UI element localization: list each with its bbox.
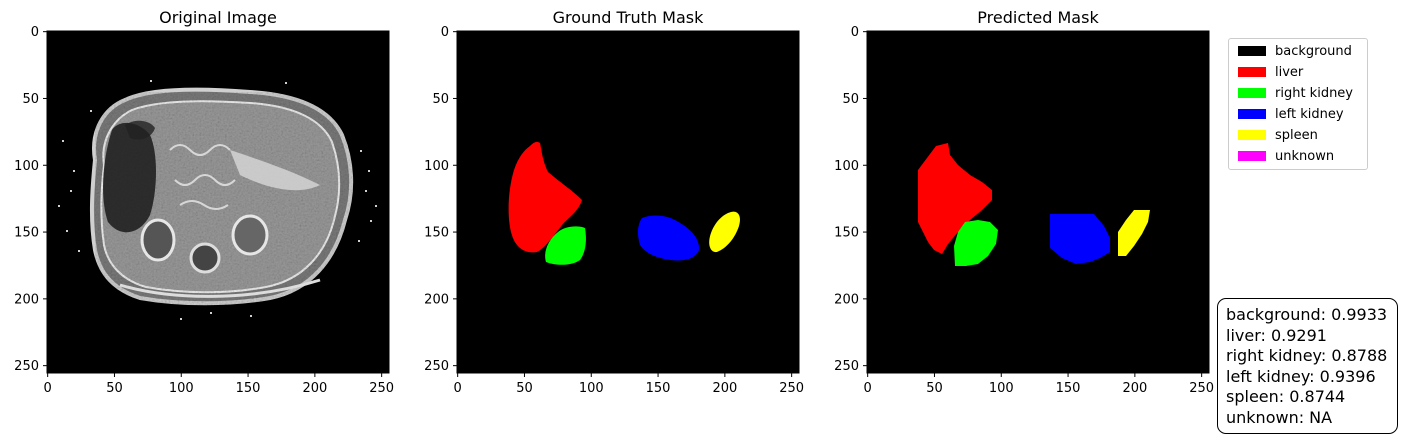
legend-swatch-liver (1238, 66, 1266, 77)
panel-title-ground-truth: Ground Truth Mask (553, 8, 705, 27)
right-kidney-structure (231, 214, 269, 256)
x-tick-label: 50 (106, 381, 123, 396)
gt-right-kidney (545, 226, 586, 265)
x-tick-label: 50 (926, 381, 943, 396)
y-tick-label: 50 (432, 92, 449, 107)
x-tick-label: 0 (44, 381, 52, 396)
y-tick-label: 200 (424, 292, 449, 307)
y-tick-label: 250 (424, 359, 449, 374)
legend-label: liver (1275, 65, 1304, 80)
x-tick-label: 250 (1189, 381, 1214, 396)
legend-label: unknown (1275, 149, 1335, 164)
x-tick-label: 200 (1122, 381, 1147, 396)
legend-label: right kidney (1275, 86, 1353, 101)
x-tick-label: 0 (454, 381, 462, 396)
dice-score-box: background: 0.9933 liver: 0.9291 right k… (1217, 298, 1398, 434)
panel-title-original: Original Image (159, 8, 277, 27)
x-tick-label: 150 (646, 381, 671, 396)
dark-liver-region (103, 122, 156, 233)
x-tick-label: 0 (864, 381, 872, 396)
y-tick-label: 0 (31, 25, 39, 40)
legend-item-left-kidney: left kidney (1238, 108, 1344, 122)
left-kidney-structure (140, 218, 176, 262)
legend-swatch-background (1238, 45, 1266, 56)
dice-score-liver: liver: 0.9291 (1226, 325, 1327, 345)
legend-swatch-unknown (1238, 150, 1266, 161)
y-tick-label: 250 (834, 359, 859, 374)
legend-item-background: background (1238, 45, 1352, 59)
lower-body-wall (119, 278, 321, 298)
original-image-panel (47, 31, 389, 373)
x-tick-label: 50 (516, 381, 533, 396)
pred-right-kidney (954, 220, 998, 266)
legend-item-unknown: unknown (1238, 150, 1334, 164)
dice-score-background: background: 0.9933 (1226, 305, 1388, 324)
pred-spleen (1118, 210, 1150, 256)
legend-swatch-spleen (1238, 129, 1266, 140)
bright-band (230, 150, 320, 191)
legend-label: left kidney (1275, 107, 1344, 122)
gt-left-kidney (637, 215, 700, 261)
legend-item-spleen: spleen (1238, 129, 1318, 143)
x-tick-label: 100 (169, 381, 194, 396)
legend-item-right-kidney: right kidney (1238, 87, 1353, 101)
axes-frame-original (46, 30, 390, 374)
pred-liver (918, 143, 992, 254)
dice-score-right-kidney: right kidney: 0.8788 (1226, 346, 1388, 365)
y-tick-label: 250 (14, 359, 39, 374)
y-tick-label: 50 (22, 92, 39, 107)
gt-liver (508, 141, 582, 253)
y-tick-label: 100 (424, 159, 449, 174)
pred-left-kidney (1050, 214, 1110, 264)
y-tick-label: 50 (842, 92, 859, 107)
legend-item-liver: liver (1238, 66, 1303, 80)
dice-score-unknown: unknown: NA (1226, 407, 1333, 427)
legend: background liver right kidney left kidne… (1228, 38, 1368, 170)
x-tick-label: 100 (989, 381, 1014, 396)
axis-ticks: 0 50 100 150 200 250 0 50 100 150 200 250 0 50 100 150 2… (14, 25, 1214, 396)
axes-frame-ground-truth (456, 30, 800, 374)
y-tick-label: 100 (14, 159, 39, 174)
legend-swatch-left-kidney (1238, 108, 1266, 119)
y-tick-label: 0 (851, 25, 859, 40)
x-tick-label: 150 (1056, 381, 1081, 396)
dark-region-upper (125, 120, 155, 140)
predicted-panel (867, 31, 1209, 373)
x-tick-label: 250 (369, 381, 394, 396)
ground-truth-panel (457, 31, 799, 373)
spine-structure (189, 242, 221, 274)
y-tick-label: 150 (834, 226, 859, 241)
axes-frame-predicted (866, 30, 1210, 374)
y-tick-label: 200 (834, 292, 859, 307)
x-tick-label: 200 (302, 381, 327, 396)
x-tick-label: 250 (779, 381, 804, 396)
panel-title-predicted: Predicted Mask (977, 8, 1099, 27)
legend-label: background (1275, 44, 1352, 59)
dice-score-left-kidney: left kidney: 0.9396 (1226, 366, 1376, 386)
y-tick-label: 200 (14, 292, 39, 307)
gt-spleen (709, 211, 741, 253)
x-tick-label: 100 (579, 381, 604, 396)
dice-score-spleen: spleen: 0.8744 (1226, 387, 1346, 406)
y-tick-label: 100 (834, 159, 859, 174)
x-tick-label: 200 (712, 381, 737, 396)
legend-swatch-right-kidney (1238, 87, 1266, 98)
gut-loops (169, 144, 236, 210)
x-tick-label: 150 (236, 381, 261, 396)
y-tick-label: 0 (441, 25, 449, 40)
legend-label: spleen (1275, 128, 1318, 143)
y-tick-label: 150 (14, 226, 39, 241)
noise-dots (58, 80, 377, 320)
y-tick-label: 150 (424, 226, 449, 241)
